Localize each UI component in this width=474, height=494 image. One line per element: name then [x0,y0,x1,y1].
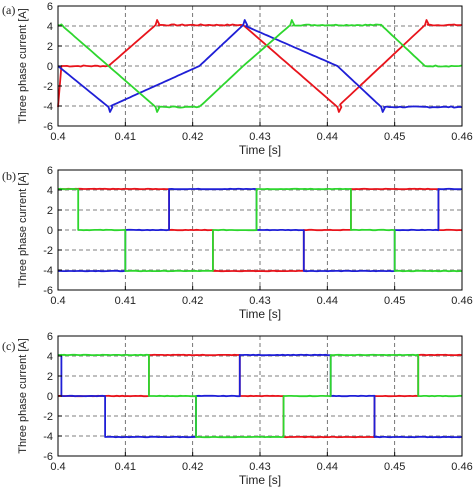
x-tick-label: 0.4 [50,131,65,143]
y-tick-label: 2 [47,205,53,217]
x-tick-label: 0.42 [182,131,203,143]
x-axis-label: Time [s] [239,143,281,157]
y-tick-label: 0 [47,391,53,403]
y-tick-label: 6 [47,331,53,343]
y-tick-label: 4 [47,185,53,197]
x-tick-label: 0.42 [182,461,203,473]
y-tick-label: -6 [43,285,53,297]
y-tick-label: 2 [47,371,53,383]
panel-label: (b) [2,169,16,183]
x-tick-label: 0.41 [115,461,136,473]
y-axis-label: Three phase current [A] [17,172,29,288]
y-tick-label: -2 [43,411,53,423]
y-tick-label: -2 [43,81,53,93]
series-line-3 [57,187,463,273]
x-axis-label: Time [s] [239,473,281,487]
y-tick-label: 4 [47,21,53,33]
y-tick-label: 0 [47,225,53,237]
series-line-1 [58,187,463,273]
y-tick-label: -4 [43,101,53,113]
x-tick-label: 0.45 [384,131,405,143]
y-tick-label: -6 [43,121,53,133]
y-tick-label: -4 [43,265,53,277]
x-tick-label: 0.43 [249,461,270,473]
y-tick-label: 4 [47,351,53,363]
chart-panel-2: 0.4 0.41 0.42 0.43 0.44 0.45 0.46 -6 -4 -2 0 2 4 6 Tim… [2,165,473,321]
series-line-3 [57,19,463,113]
x-tick-label: 0.46 [451,461,472,473]
y-tick-label: 6 [47,1,53,13]
y-axis-label: Three phase current [A] [17,8,29,124]
x-tick-label: 0.46 [451,131,472,143]
x-tick-label: 0.44 [317,131,338,143]
x-tick-label: 0.4 [50,295,65,307]
x-axis-label: Time [s] [239,307,281,321]
series-line-2 [57,19,463,113]
series-line-3 [57,353,463,439]
x-tick-label: 0.45 [384,295,405,307]
panel-label: (c) [2,339,15,353]
y-tick-label: -4 [43,431,53,443]
x-tick-label: 0.44 [317,295,338,307]
x-tick-label: 0.42 [182,295,203,307]
y-axis-label: Three phase current [A] [17,338,29,454]
y-tick-label: -6 [43,451,53,463]
x-tick-label: 0.41 [115,295,136,307]
series-line-2 [57,353,463,439]
x-tick-label: 0.44 [317,461,338,473]
series-line-1 [57,353,463,439]
chart-panel-3: 0.4 0.41 0.42 0.43 0.44 0.45 0.46 -6 -4 -2 0 2 4 6 Tim… [2,331,473,487]
y-tick-label: 6 [47,165,53,177]
chart-panel-1: 0.4 0.41 0.42 0.43 0.44 0.45 0.46 -6 -4 -2 0 2 4 6 Tim… [2,1,473,157]
series-line-1 [57,19,463,113]
panel-label: (a) [2,3,15,17]
y-tick-label: -2 [43,245,53,257]
y-tick-label: 0 [47,61,53,73]
x-tick-label: 0.4 [50,461,65,473]
x-tick-label: 0.41 [115,131,136,143]
y-tick-label: 2 [47,41,53,53]
x-tick-label: 0.46 [451,295,472,307]
x-tick-label: 0.43 [249,295,270,307]
x-tick-label: 0.43 [249,131,270,143]
x-tick-label: 0.45 [384,461,405,473]
